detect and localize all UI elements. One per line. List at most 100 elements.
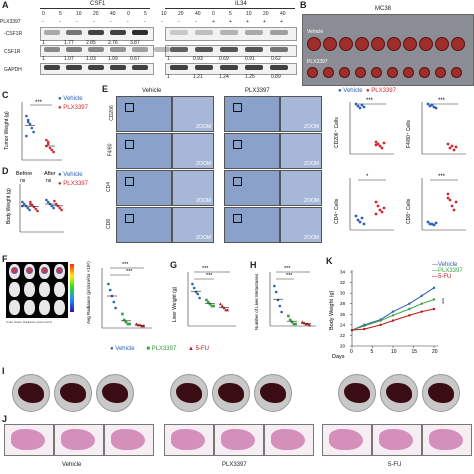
fgh-legend-vehicle: Vehicle: [115, 346, 135, 352]
data-point: [26, 120, 30, 124]
blot-value: -: [195, 19, 197, 25]
e-chart-sig: ***: [438, 98, 446, 104]
data-point: [288, 318, 292, 322]
blot-value: -: [42, 19, 44, 25]
e-chart-ylabel: CD8⁺ Cells: [406, 198, 412, 224]
data-point: [29, 200, 32, 204]
ivis-mouse: [54, 282, 65, 297]
k-point: [391, 319, 395, 322]
k-point: [408, 302, 411, 305]
e-chart-sig: ***: [366, 98, 374, 104]
data-point: [432, 223, 436, 227]
data-point: [448, 146, 452, 150]
tumor-photo-plx-label: PLX3397: [307, 59, 328, 65]
plx-treatment-row: - - - - - - - - - - + + + + +: [40, 19, 295, 26]
k-point: [420, 302, 423, 305]
ihc-zoom: ZOOM: [172, 133, 214, 169]
blot-band: [132, 30, 148, 35]
data-point: [198, 296, 201, 300]
c-sig: ***: [35, 100, 43, 106]
c-legend-vehicle-text: Vehicle: [63, 96, 83, 102]
blot-value: 1.24: [219, 74, 229, 80]
data-point: [122, 318, 126, 322]
k-legend-fu-text: 5-FU: [438, 274, 452, 280]
ivis-mouse: [9, 300, 20, 315]
quant-row-1-il34: 1 0.93 0.69 0.91 0.62: [165, 56, 295, 62]
blot-band: [170, 30, 188, 35]
blot-value: -: [144, 19, 146, 25]
j-label-vehicle: Vehicle: [62, 462, 82, 468]
data-point: [287, 314, 290, 318]
data-point: [382, 206, 386, 210]
data-point: [374, 143, 378, 147]
data-point: [226, 308, 230, 312]
il34-bracket: [165, 8, 295, 9]
k-lines: [350, 286, 436, 332]
data-point: [280, 310, 283, 314]
tumor: [371, 67, 382, 78]
he-vehicle-1: [4, 424, 54, 456]
k-point: [379, 319, 382, 322]
blot-value: -: [127, 19, 129, 25]
tumor: [323, 67, 334, 78]
k-point: [432, 307, 436, 311]
zoom-label: ZOOM: [304, 124, 319, 130]
fgh-legend: ● Vehicle ■ PLX3397 ▲ 5-FU: [110, 346, 209, 352]
panel-h-chart: Number of Liver Metastases *** ***: [254, 266, 316, 330]
blot-value: 3.87: [130, 40, 140, 46]
blot-value: 10: [246, 11, 252, 17]
data-point: [46, 142, 50, 146]
blot-value: 40: [110, 11, 116, 17]
c-legend-plx: ● PLX3397: [58, 105, 88, 111]
blot-value: -: [178, 19, 180, 25]
d-before: Before: [16, 171, 32, 177]
e-legend-vehicle: Vehicle: [343, 88, 363, 94]
k-ytick-label: 24: [340, 322, 346, 327]
ihc-tissue: [116, 96, 172, 132]
mc38-title: MC38: [375, 6, 392, 12]
c-legend: ● Vehicle ● PLX3397: [58, 96, 102, 111]
zoom-label: ZOOM: [196, 161, 211, 167]
data-point: [50, 148, 54, 152]
k-legend-plx: —PLX3397: [432, 268, 463, 274]
e-chart: F4/80⁺ Cells ***: [406, 98, 466, 155]
il34-header: IL34: [235, 1, 247, 7]
k-ytick-label: 32: [340, 280, 346, 285]
panel-c-chart: Tumor Weight (g) ***: [4, 100, 62, 161]
f-sig-1: ***: [122, 262, 129, 268]
d-dots: [21, 198, 63, 213]
blot-band: [88, 47, 104, 52]
blot-value: 1.09: [108, 56, 118, 62]
data-point: [206, 300, 210, 304]
ihc-tissue: [224, 96, 280, 132]
ivis-scale-caption: Color Scale: Radiance (p/s/cm²/sr): [6, 320, 52, 324]
k-point: [432, 298, 436, 301]
c-ylabel: Tumor Weight (g): [4, 111, 10, 150]
ihc-tissue: [224, 133, 280, 169]
blot-band: [88, 65, 104, 70]
k-point: [350, 328, 354, 332]
data-point: [274, 290, 278, 294]
data-point: [360, 216, 364, 220]
k-ticks: 0 5 10 15 20 34 32 30 28 26 24 22 20: [340, 270, 438, 356]
k-point: [363, 324, 366, 328]
blot-value: 0: [127, 11, 130, 17]
k-ylabel: Body Weight (g): [329, 290, 335, 330]
blot-value: 1: [42, 40, 45, 46]
ivis-mouse: [9, 282, 20, 297]
k-ytick-label: 22: [340, 333, 346, 338]
data-point: [34, 207, 38, 211]
blot-band: [44, 65, 60, 70]
csf1-bracket: [40, 8, 150, 9]
ivis-mouse: [24, 282, 35, 297]
tumor: [403, 37, 417, 51]
blot-value: 0.89: [271, 74, 281, 80]
data-point: [430, 103, 434, 107]
d-legend-plx-text: PLX3397: [63, 181, 88, 187]
quant-row-2-il34: 1 1.21 1.24 1.25 0.89: [165, 74, 295, 80]
blot-value: +: [280, 19, 283, 25]
panel-i-label: I: [2, 366, 5, 376]
blot-band: [154, 47, 170, 52]
blot-value: 10: [76, 11, 82, 17]
d-ylabel: Body Weight (g): [6, 188, 12, 224]
